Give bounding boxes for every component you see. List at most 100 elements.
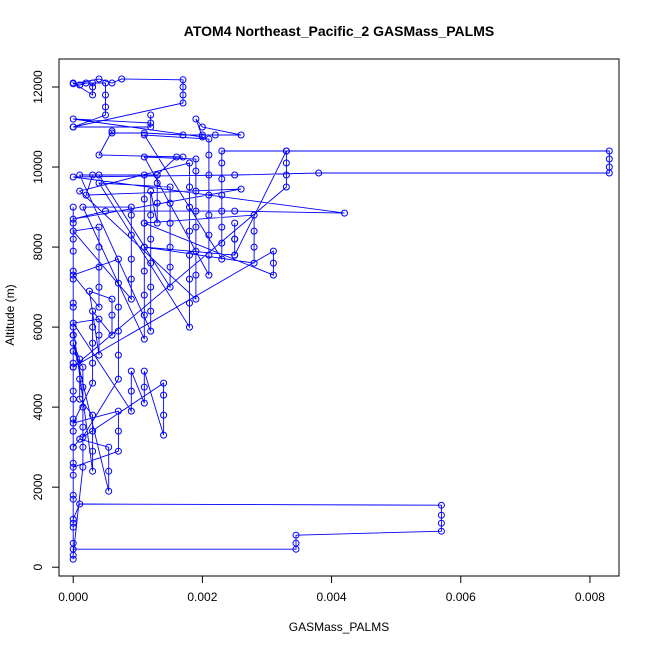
data-point xyxy=(269,259,277,267)
data-point xyxy=(205,231,213,239)
data-point xyxy=(218,207,226,215)
data-point xyxy=(205,135,213,143)
data-point xyxy=(205,151,213,159)
data-point xyxy=(205,211,213,219)
y-tick-label: 2000 xyxy=(31,473,45,500)
data-point xyxy=(89,323,97,331)
data-point xyxy=(140,219,148,227)
data-point xyxy=(127,407,135,415)
data-point xyxy=(114,447,122,455)
data-point xyxy=(282,183,290,191)
data-point xyxy=(147,119,155,127)
data-point xyxy=(79,403,87,411)
data-point xyxy=(186,299,193,307)
data-point xyxy=(95,151,103,159)
data-point xyxy=(127,203,135,211)
y-axis-label: Altitude (m) xyxy=(3,284,17,345)
data-point xyxy=(79,363,87,371)
data-point xyxy=(69,523,77,531)
data-point xyxy=(237,131,245,139)
data-point xyxy=(69,339,77,347)
data-point xyxy=(114,427,122,435)
data-point xyxy=(140,195,148,203)
data-point xyxy=(69,215,77,223)
data-point xyxy=(192,271,200,279)
data-point xyxy=(153,179,161,187)
data-point xyxy=(147,211,155,219)
data-point xyxy=(292,539,300,547)
x-tick-label: 0.000 xyxy=(58,590,88,604)
data-point xyxy=(147,235,155,243)
data-point xyxy=(118,75,126,83)
data-point xyxy=(69,463,77,471)
data-point xyxy=(147,111,155,119)
data-point xyxy=(76,187,84,195)
data-point xyxy=(160,391,168,399)
data-point xyxy=(114,303,122,311)
x-axis-label: GASMass_PALMS xyxy=(289,620,389,634)
data-point xyxy=(192,155,200,163)
data-point xyxy=(186,203,193,211)
data-point xyxy=(127,387,135,395)
data-point xyxy=(437,501,445,509)
data-point xyxy=(69,555,77,563)
data-point xyxy=(69,363,77,371)
data-point xyxy=(192,247,200,255)
data-point xyxy=(282,147,290,155)
data-point xyxy=(153,199,161,207)
data-point xyxy=(69,303,77,311)
data-point xyxy=(218,239,226,247)
data-point xyxy=(76,375,84,383)
data-point xyxy=(95,75,103,83)
data-point xyxy=(192,207,200,215)
data-point xyxy=(69,267,77,275)
data-point xyxy=(76,81,84,89)
data-point xyxy=(605,147,613,155)
data-point xyxy=(79,203,87,211)
data-point xyxy=(108,311,116,319)
data-point xyxy=(179,153,187,161)
data-point xyxy=(69,491,77,499)
data-point xyxy=(76,395,84,403)
data-point xyxy=(186,183,193,191)
data-point xyxy=(82,79,90,87)
data-point xyxy=(127,295,135,303)
data-point xyxy=(108,295,116,303)
data-point xyxy=(140,383,148,391)
x-axis: 0.000 0.002 0.004 0.006 0.008 xyxy=(58,575,605,604)
data-point xyxy=(198,123,206,131)
data-point xyxy=(218,159,226,167)
data-point xyxy=(127,275,135,283)
data-point xyxy=(79,433,87,441)
data-point xyxy=(140,311,148,319)
data-point xyxy=(160,431,168,439)
data-point xyxy=(89,339,97,347)
x-tick-label: 0.008 xyxy=(575,590,605,604)
data-point xyxy=(140,335,148,343)
data-point xyxy=(114,279,122,287)
data-point xyxy=(166,199,174,207)
data-point xyxy=(114,327,122,335)
data-point xyxy=(192,223,200,231)
data-point xyxy=(69,319,77,327)
data-point xyxy=(95,283,103,291)
data-point xyxy=(127,211,135,219)
data-point xyxy=(140,367,148,375)
data-point xyxy=(69,359,77,367)
series-line xyxy=(71,78,610,560)
data-point xyxy=(95,315,103,323)
data-point xyxy=(147,283,155,291)
data-point xyxy=(341,209,348,217)
data-point xyxy=(237,185,245,193)
data-point xyxy=(153,171,161,179)
data-point xyxy=(250,227,258,235)
data-point xyxy=(160,379,168,387)
y-axis: 0 2000 4000 6000 8000 10000 12000 xyxy=(31,70,60,571)
data-point xyxy=(192,167,200,175)
data-point xyxy=(89,91,97,99)
data-point xyxy=(69,347,77,355)
data-point xyxy=(205,171,213,179)
data-point xyxy=(95,263,103,271)
data-point xyxy=(102,91,109,99)
data-point xyxy=(102,111,109,119)
